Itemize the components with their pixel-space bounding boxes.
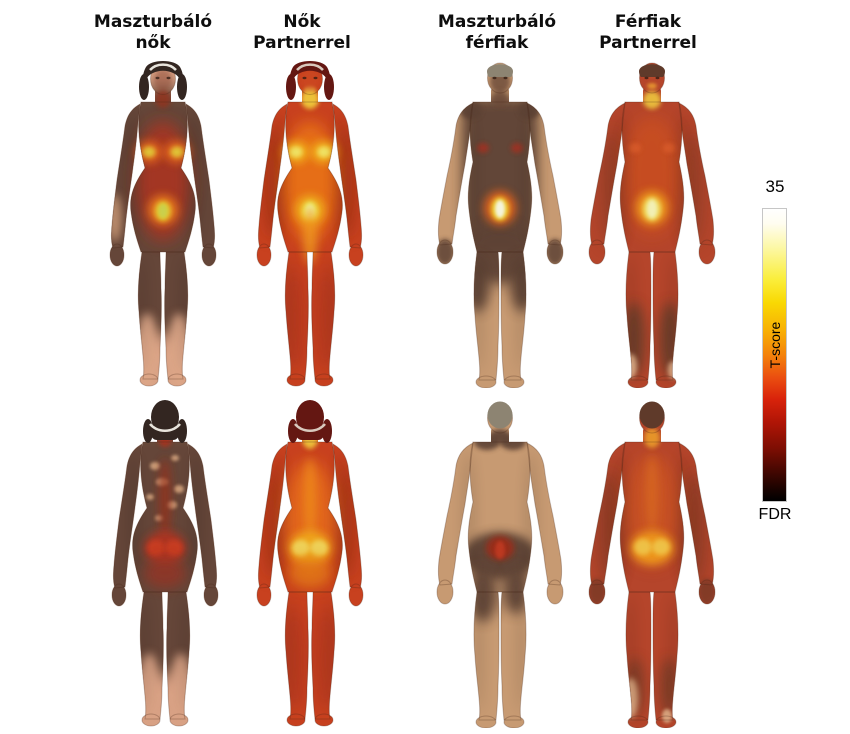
nipple-heat	[629, 143, 641, 153]
body-outline	[436, 62, 564, 388]
headband	[294, 423, 326, 432]
face-overlay	[492, 91, 508, 107]
bodymap-men-masturbation-front	[415, 58, 585, 388]
colorbar-axis-label: T-score	[767, 321, 783, 369]
hair	[288, 400, 332, 443]
body-figure-svg	[588, 62, 716, 388]
breast-core	[289, 146, 303, 158]
spine-glow	[646, 455, 658, 535]
thigh-heat	[289, 558, 331, 588]
spine-heat	[304, 458, 316, 542]
bodymap-women-partner-back	[225, 398, 395, 728]
trap-patch	[490, 429, 510, 443]
column-header-masturbating-women: Maszturbáló nők	[68, 12, 238, 54]
hair	[143, 400, 187, 443]
column-header-line1: Nők	[283, 12, 321, 32]
body-outline	[588, 62, 716, 388]
back-skin-patches	[174, 485, 184, 493]
eyes	[644, 76, 660, 80]
buttocks-core	[292, 540, 310, 556]
genital-core	[647, 200, 657, 218]
body-figure-svg	[109, 61, 217, 387]
column-header-masturbating-men: Maszturbáló férfiak	[412, 12, 582, 54]
breast-core	[142, 146, 156, 158]
body-figure-svg	[256, 61, 364, 387]
column-header-men-with-partner: Férfiak Partnerrel	[563, 12, 733, 54]
nipple-heat	[477, 143, 489, 153]
column-header-line2: férfiak	[465, 33, 529, 53]
hair	[487, 64, 513, 77]
bodymap-men-partner-front	[567, 58, 737, 388]
nipple-heat	[511, 143, 523, 153]
headband	[149, 63, 177, 71]
eyes	[302, 76, 318, 80]
bodymap-men-partner-back	[567, 398, 737, 728]
hand-dark	[437, 239, 454, 265]
body-outline	[109, 63, 217, 387]
column-header-line2: Partnerrel	[599, 33, 697, 53]
column-header-line2: nők	[135, 33, 171, 53]
buttocks-core	[652, 539, 670, 555]
buttocks-core	[165, 540, 183, 556]
spine-heat	[159, 458, 171, 542]
headband	[296, 63, 324, 71]
hair	[639, 64, 665, 77]
body-outline	[436, 402, 564, 728]
colorbar-max-label: 35	[765, 177, 785, 196]
mouth-glow	[647, 83, 657, 89]
hair	[639, 401, 665, 429]
neck-heat	[155, 90, 171, 108]
column-header-women-with-partner: Nők Partnerrel	[217, 12, 387, 54]
neck-glow	[301, 89, 319, 109]
bodymap-women-masturbation-back	[80, 398, 250, 728]
column-header-line1: Maszturbáló	[93, 12, 213, 32]
bodymap-men-masturbation-back	[415, 398, 585, 728]
bodymap-women-partner-front	[225, 58, 395, 388]
eyes	[155, 76, 171, 80]
thigh-heat	[144, 558, 186, 588]
body-figure-svg	[436, 401, 564, 728]
column-header-line1: Férfiak	[614, 12, 682, 32]
back-skin-patches	[171, 455, 179, 461]
column-header-line1: Maszturbáló	[437, 12, 557, 32]
body-figure-svg	[588, 401, 716, 728]
body-figure-svg	[256, 400, 364, 727]
neck-glow	[643, 91, 661, 109]
nipple-heat	[663, 143, 675, 153]
bodymap-women-masturbation-front	[78, 58, 248, 388]
hand-dark	[698, 579, 715, 605]
body-outline	[588, 402, 716, 728]
headband	[149, 423, 181, 432]
neck-glow	[644, 428, 660, 448]
breast-core	[170, 146, 184, 158]
face-heat	[301, 69, 319, 91]
body-figure-svg	[436, 62, 564, 388]
colorbar	[762, 208, 787, 502]
buttocks-core	[310, 540, 328, 556]
column-header-line2: Partnerrel	[253, 33, 351, 53]
forearm-skin	[110, 194, 122, 242]
back-skin-patches	[150, 462, 160, 470]
inner-thigh-glow	[303, 208, 317, 264]
genital-core	[158, 204, 168, 218]
buttocks-core	[634, 539, 652, 555]
genital-core	[495, 200, 505, 218]
buttocks-core	[147, 540, 165, 556]
body-outline	[256, 63, 364, 387]
face-heat	[154, 69, 172, 91]
body-outline	[111, 403, 219, 727]
hand-dark	[589, 579, 606, 605]
eyes	[492, 76, 508, 80]
calf-skin	[662, 709, 672, 723]
colorbar-min-label: FDR	[758, 506, 792, 523]
body-figure-svg	[111, 400, 219, 727]
hand-dark	[546, 239, 563, 265]
cleft-core	[495, 541, 505, 559]
back-skin-patches	[146, 494, 154, 500]
breast-core	[317, 146, 331, 158]
hair	[487, 401, 513, 429]
